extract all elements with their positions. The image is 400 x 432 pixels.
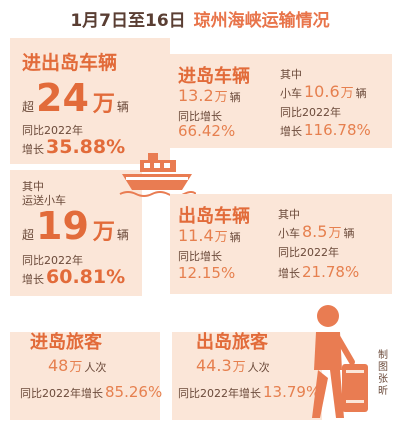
- inbound-cars-value-row: 小车 10.6万辆: [280, 82, 367, 101]
- small-cars-value-row: 超19 万辆: [22, 204, 129, 248]
- small-cars-note: 其中: [22, 180, 44, 193]
- inbound-passengers-suffix: 人次: [84, 361, 107, 374]
- small-cars-unit: 万: [92, 220, 115, 245]
- outbound-passengers-suffix: 人次: [247, 361, 270, 374]
- inbound-cars-growth-label: 增长: [280, 125, 302, 138]
- small-cars-prefix: 超: [22, 228, 35, 242]
- inbound-passengers-panel: [10, 332, 160, 420]
- small-cars-growth-row: 增长 60.81%: [22, 266, 125, 288]
- small-cars-panel: [10, 170, 142, 296]
- inbound-vehicles-unit: 万: [214, 90, 228, 105]
- small-cars-suffix: 辆: [116, 228, 129, 242]
- inbound-vehicles-value-row: 13.2万辆: [178, 86, 241, 105]
- inbound-cars-growth-row: 增长 116.78%: [280, 120, 371, 139]
- outbound-cars-suffix: 辆: [343, 227, 355, 240]
- inbound-passengers-heading: 进岛旅客: [30, 332, 102, 353]
- outbound-vehicles-panel: [170, 194, 392, 294]
- outbound-passengers-heading: 出岛旅客: [196, 332, 268, 353]
- outbound-vehicles-value: 11.4: [178, 226, 214, 245]
- small-cars-growth-label: 增长: [22, 273, 44, 286]
- vehicles-total-growth-label: 增长: [22, 143, 44, 156]
- title-date: 1月7日至16日: [70, 11, 186, 31]
- outbound-passengers-value: 44.3: [196, 356, 232, 375]
- vehicles-total-heading: 进出岛车辆: [22, 52, 118, 74]
- outbound-cars-unit: 万: [328, 226, 342, 241]
- traveler-icon: [312, 305, 368, 418]
- inbound-cars-value: 10.6: [304, 82, 340, 101]
- vehicles-total-growth: 35.88%: [46, 136, 126, 158]
- outbound-vehicles-value-row: 11.4万辆: [178, 226, 241, 245]
- inbound-cars-growth: 116.78%: [304, 121, 371, 139]
- outbound-passengers-growth: 13.79%: [263, 383, 321, 401]
- page-title: 1月7日至16日 琼州海峡运输情况: [0, 6, 400, 31]
- inbound-vehicles-compare: 同比增长: [178, 110, 222, 123]
- inbound-cars-compare: 同比2022年: [280, 106, 341, 119]
- inbound-passengers-growth-row: 同比2022年增长 85.26%: [20, 382, 162, 401]
- outbound-passengers-growth-row: 同比2022年增长 13.79%: [178, 382, 320, 401]
- inbound-vehicles-value: 13.2: [178, 86, 214, 105]
- vehicles-total-suffix: 辆: [116, 100, 129, 114]
- ship-icon: [119, 153, 196, 197]
- outbound-cars-growth-label: 增长: [278, 267, 300, 280]
- small-cars-growth: 60.81%: [46, 266, 126, 288]
- inbound-passengers-unit: 万: [69, 360, 83, 375]
- credit: 制图 张昕: [378, 350, 388, 397]
- vehicles-total-value: 24: [36, 76, 89, 120]
- inbound-passengers-compare: 同比2022年增长: [20, 387, 103, 400]
- outbound-vehicles-compare: 同比增长: [178, 250, 222, 263]
- inbound-cars-suffix: 辆: [355, 87, 367, 100]
- small-cars-compare: 同比2022年: [22, 254, 83, 267]
- outbound-passengers-unit: 万: [232, 360, 246, 375]
- vehicles-total-unit: 万: [92, 92, 115, 117]
- small-cars-label: 运送小车: [22, 194, 66, 207]
- outbound-passengers-panel: [172, 332, 322, 420]
- vehicles-total-panel: [10, 38, 170, 164]
- outbound-passengers-value-row: 44.3万 人次: [196, 356, 270, 375]
- outbound-cars-growth-row: 增长 21.78%: [278, 262, 359, 281]
- inbound-cars-unit: 万: [340, 86, 354, 101]
- outbound-vehicles-suffix: 辆: [229, 231, 241, 244]
- inbound-vehicles-note: 其中: [280, 68, 302, 81]
- inbound-vehicles-heading: 进岛车辆: [178, 66, 250, 87]
- inbound-passengers-value-row: 48万 人次: [48, 356, 106, 375]
- vehicles-total-prefix: 超: [22, 100, 35, 114]
- small-cars-value: 19: [36, 204, 89, 248]
- outbound-cars-value: 8.5: [302, 222, 328, 241]
- outbound-cars-growth: 21.78%: [302, 263, 360, 281]
- inbound-passengers-growth: 85.26%: [105, 383, 163, 401]
- inbound-cars-label: 小车: [280, 87, 302, 100]
- title-main: 琼州海峡运输情况: [193, 11, 330, 31]
- outbound-cars-value-row: 小车 8.5万辆: [278, 222, 354, 241]
- outbound-vehicles-unit: 万: [214, 230, 228, 245]
- outbound-vehicles-note: 其中: [278, 208, 300, 221]
- inbound-vehicles-panel: [170, 54, 392, 148]
- outbound-passengers-compare: 同比2022年增长: [178, 387, 261, 400]
- outbound-vehicles-growth: 12.15%: [178, 264, 236, 282]
- outbound-cars-compare: 同比2022年: [278, 246, 339, 259]
- outbound-cars-label: 小车: [278, 227, 300, 240]
- vehicles-total-compare: 同比2022年: [22, 124, 83, 137]
- inbound-passengers-value: 48: [48, 356, 69, 375]
- inbound-vehicles-growth: 66.42%: [178, 122, 236, 140]
- vehicles-total-value-row: 超24 万辆: [22, 76, 129, 120]
- outbound-vehicles-heading: 出岛车辆: [178, 206, 250, 227]
- inbound-vehicles-suffix: 辆: [229, 91, 241, 104]
- vehicles-total-growth-row: 增长 35.88%: [22, 136, 125, 158]
